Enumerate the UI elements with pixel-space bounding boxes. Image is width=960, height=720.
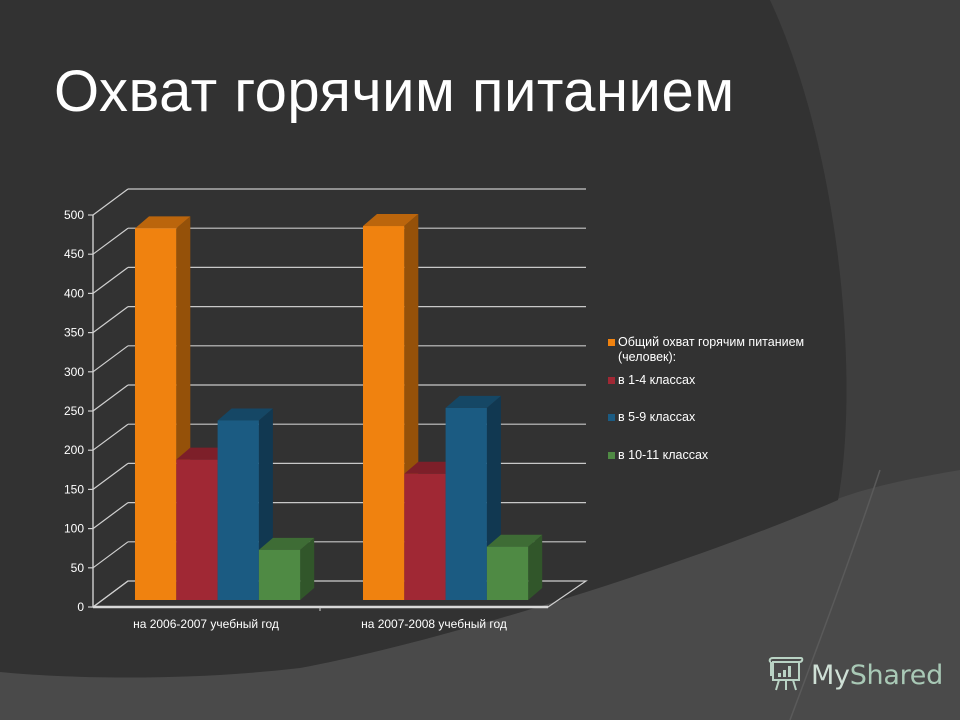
gridline-diagonal — [92, 384, 129, 412]
myshared-watermark[interactable]: MyShared — [767, 655, 943, 695]
gridline-diagonal — [92, 306, 129, 334]
chart-bars — [135, 214, 543, 601]
y-tick-label: 450 — [64, 247, 84, 261]
y-tick-label: 500 — [64, 208, 84, 222]
bar — [258, 537, 315, 600]
legend-swatch-orange — [608, 339, 615, 346]
gridline-diagonal — [92, 502, 129, 530]
bar — [486, 534, 543, 600]
y-tick-label: 300 — [64, 365, 84, 379]
watermark-shared: Shared — [849, 659, 944, 691]
gridline-diagonal — [92, 188, 129, 216]
legend-label: в 5-9 классах — [618, 410, 696, 424]
y-tick-label: 100 — [64, 522, 84, 536]
y-tick-label: 150 — [64, 482, 84, 496]
chart-y-axis: 0 50 100 150 200 250 300 350 400 450 500 — [64, 208, 588, 614]
legend-swatch-green — [608, 452, 615, 459]
gridline-diagonal — [92, 345, 129, 373]
legend-swatch-blue — [608, 414, 615, 421]
legend-label: в 1-4 классах — [618, 373, 696, 387]
slide-title: Охват горячим питанием — [54, 59, 735, 124]
legend-label: в 10-11 классах — [618, 448, 709, 462]
gridline-diagonal — [92, 266, 129, 294]
gridline-diagonal — [92, 462, 129, 490]
y-tick-label: 50 — [71, 561, 85, 575]
chart-x-labels: на 2006-2007 учебный год на 2007-2008 уче… — [133, 617, 507, 631]
y-tick-label: 250 — [64, 404, 84, 418]
legend-label: Общий охват горячим питанием — [618, 335, 805, 349]
gridline-diagonal — [92, 541, 129, 569]
legend-label-line2: (человек): — [618, 350, 677, 364]
bar — [363, 214, 419, 601]
presentation-board-icon — [768, 657, 804, 691]
watermark-my: My — [811, 659, 850, 691]
gridline-diagonal — [92, 227, 129, 255]
legend-swatch-red — [608, 377, 615, 384]
x-category-label: на 2007-2008 учебный год — [361, 617, 507, 631]
bar — [217, 408, 273, 600]
gridline-diagonal — [92, 423, 129, 451]
y-tick-label: 350 — [64, 326, 84, 340]
y-tick-label: 0 — [77, 600, 84, 614]
y-tick-label: 200 — [64, 443, 84, 457]
y-tick-label: 400 — [64, 286, 84, 300]
x-category-label: на 2006-2007 учебный год — [133, 617, 279, 631]
watermark-text: MyShared — [811, 660, 943, 691]
